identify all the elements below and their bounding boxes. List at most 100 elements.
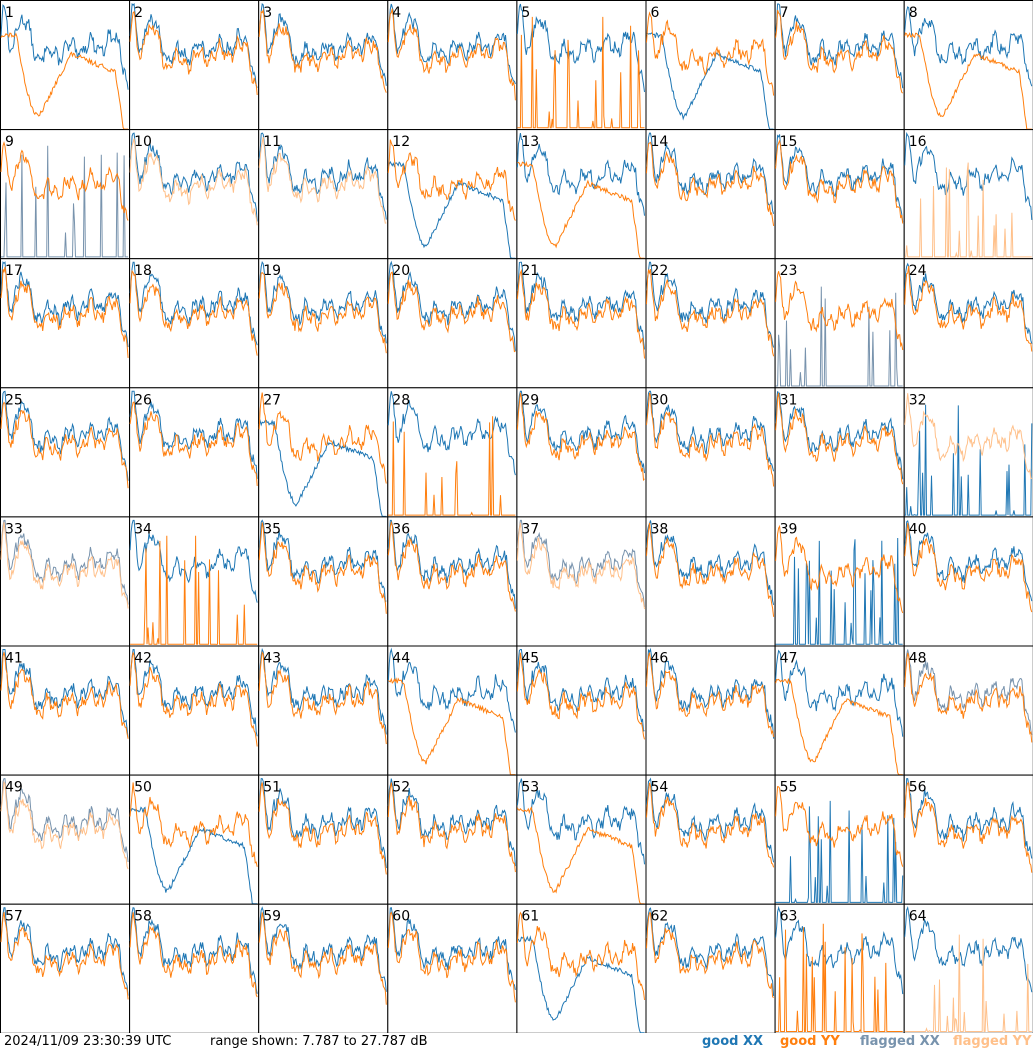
series-xx-45 [516, 649, 645, 732]
panel-label: 28 [392, 392, 410, 408]
panel-label: 53 [521, 780, 539, 796]
panel-56: 56 [903, 774, 1033, 905]
panel-frame [258, 903, 389, 1033]
series-xx-31 [775, 391, 904, 480]
panel-27: 27 [258, 387, 389, 518]
panel-label: 29 [521, 392, 539, 408]
series-xx-30 [646, 390, 775, 472]
series-yy-59 [258, 912, 387, 1005]
series-yy-54 [646, 782, 775, 868]
panel-label: 14 [651, 134, 669, 150]
series-xx-14 [646, 132, 775, 214]
series-xx-9 [1, 145, 129, 258]
series-yy-4 [387, 8, 516, 101]
panel-frame [387, 387, 518, 518]
panel-frame [387, 903, 518, 1033]
panel-7: 7 [774, 0, 905, 131]
panel-label: 18 [134, 263, 152, 279]
panel-61: 61 [516, 903, 647, 1033]
range-label: range shown: 7.787 to 27.787 dB [210, 1034, 428, 1049]
footer: 2024/11/09 23:30:39 UTC range shown: 7.7… [0, 1033, 1033, 1053]
panel-label: 19 [263, 263, 281, 279]
series-xx-18 [129, 261, 258, 346]
panel-label: 8 [909, 5, 918, 21]
panel-label: 34 [134, 521, 152, 537]
panel-51: 51 [258, 774, 389, 905]
series-xx-5 [516, 3, 645, 93]
panel-45: 45 [516, 645, 647, 776]
panel-39: 39 [774, 516, 905, 647]
panel-label: 54 [651, 780, 669, 796]
panel-label: 47 [780, 651, 798, 667]
timestamp: 2024/11/09 23:30:39 UTC [4, 1034, 172, 1049]
panel-label: 21 [521, 263, 539, 279]
series-yy-13 [517, 161, 645, 259]
series-xx-59 [258, 906, 387, 992]
series-yy-46 [646, 652, 775, 738]
series-xx-12 [387, 160, 516, 259]
panel-label: 64 [909, 909, 927, 925]
panel-label: 17 [5, 263, 23, 279]
series-yy-32 [904, 393, 1032, 480]
series-yy-18 [129, 269, 258, 356]
panel-label: 49 [5, 780, 23, 796]
panel-34: 34 [129, 516, 260, 647]
panel-frame [0, 774, 131, 905]
legend-flagged-yy: flagged YY [953, 1034, 1032, 1049]
series-yy-12 [387, 139, 516, 221]
series-xx-40 [904, 520, 1033, 602]
panel-label: 11 [263, 134, 281, 150]
series-yy-20 [387, 271, 516, 353]
panel-label: 5 [521, 5, 530, 21]
series-xx-21 [516, 261, 645, 350]
panel-label: 35 [263, 521, 281, 537]
panel-64: 64 [903, 903, 1033, 1033]
series-xx-3 [258, 2, 387, 86]
panel-label: 40 [909, 521, 927, 537]
panel-21: 21 [516, 258, 647, 389]
series-xx-10 [129, 132, 258, 222]
panel-label: 22 [651, 263, 669, 279]
panel-47: 47 [774, 645, 905, 776]
series-xx-47 [775, 649, 904, 737]
panel-frame [903, 258, 1033, 389]
series-yy-5 [517, 16, 645, 129]
panel-23: 23 [774, 258, 905, 389]
panel-label: 33 [5, 521, 23, 537]
panel-63: 63 [774, 903, 905, 1033]
series-xx-27 [258, 419, 387, 517]
panel-label: 37 [521, 521, 539, 537]
panel-label: 26 [134, 392, 152, 408]
series-yy-43 [258, 651, 387, 745]
series-yy-56 [904, 782, 1033, 873]
panel-label: 9 [5, 134, 14, 150]
series-xx-35 [258, 519, 387, 603]
panel-14: 14 [645, 129, 776, 260]
series-xx-54 [646, 777, 775, 863]
series-xx-13 [516, 133, 645, 216]
panel-frame [903, 903, 1033, 1033]
panel-label: 1 [5, 5, 14, 21]
panel-label: 38 [651, 521, 669, 537]
series-xx-49 [0, 778, 129, 863]
series-xx-52 [387, 778, 516, 867]
series-yy-26 [129, 401, 258, 486]
panel-frame [129, 645, 260, 776]
series-xx-6 [646, 32, 774, 130]
panel-label: 43 [263, 651, 281, 667]
panel-13: 13 [516, 129, 647, 260]
panel-36: 36 [387, 516, 518, 647]
series-xx-1 [0, 4, 129, 90]
panel-frame [129, 387, 260, 518]
series-yy-16 [904, 162, 1032, 258]
panel-frame [516, 258, 647, 389]
panel-53: 53 [516, 774, 647, 905]
series-xx-24 [904, 262, 1033, 344]
series-yy-34 [130, 535, 258, 645]
panel-label: 57 [5, 909, 23, 925]
series-yy-48 [904, 652, 1033, 743]
series-yy-52 [387, 782, 516, 873]
panel-label: 25 [5, 392, 23, 408]
series-yy-25 [0, 401, 129, 489]
